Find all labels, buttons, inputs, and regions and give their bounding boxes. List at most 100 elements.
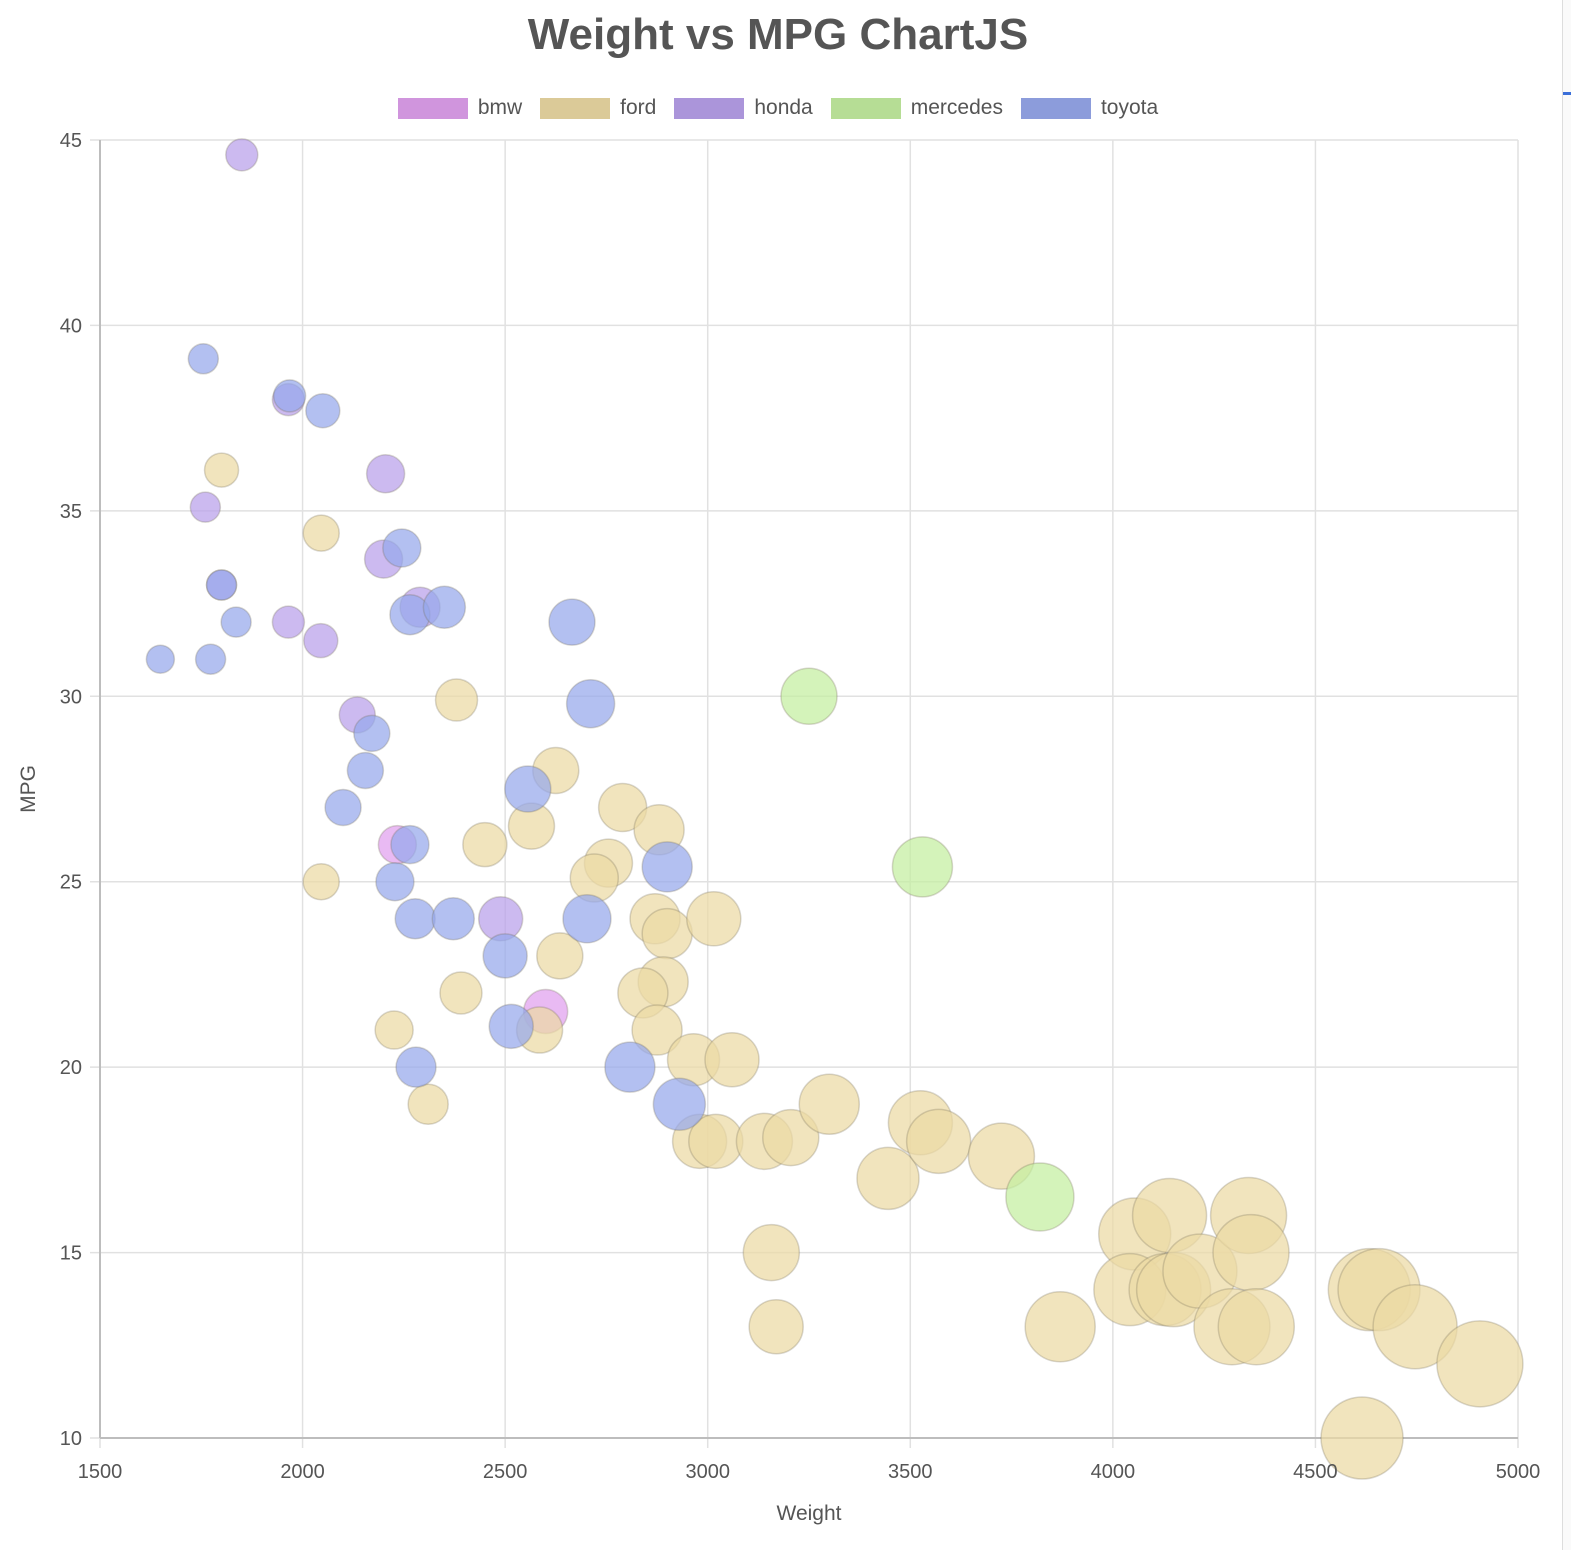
bubble-ford[interactable] [748,1298,804,1355]
bubble-ford[interactable] [536,932,584,980]
bubble-ford[interactable] [686,891,742,947]
side-panel-edge [1562,0,1571,1550]
legend-item-mercedes[interactable]: mercedes [830,96,1003,120]
bubble-toyota[interactable] [187,343,220,375]
bubble-toyota[interactable] [422,585,467,630]
bubble-honda[interactable] [271,605,306,639]
bubble-mercedes[interactable] [891,836,954,898]
bubble-honda[interactable] [225,138,259,172]
bubble-toyota[interactable] [482,933,528,979]
x-tick-label: 2000 [280,1461,325,1483]
bubble-ford[interactable] [641,907,693,960]
bubble-toyota[interactable] [488,1003,534,1050]
bubble-ford[interactable] [569,853,620,903]
y-tick-label: 10 [60,1428,82,1450]
bubble-toyota[interactable] [382,528,422,568]
bubble-ford[interactable] [434,678,479,722]
bubble-ford[interactable] [462,821,508,868]
y-tick-label: 20 [60,1057,82,1079]
tick-labels: 1500 2000 2500 3000 3500 4000 4500 5000 10 15 20 25… [60,130,1541,1483]
bubble-toyota[interactable] [205,569,238,601]
bubble-toyota[interactable] [641,841,693,893]
bubble-ford[interactable] [798,1073,861,1135]
legend-label: ford [620,96,657,119]
bubble-toyota[interactable] [305,392,341,429]
y-tick-label: 15 [60,1243,82,1265]
y-tick-label: 25 [60,872,82,894]
bubble-toyota[interactable] [652,1077,707,1131]
bubble-toyota[interactable] [220,606,252,638]
legend-label: mercedes [910,96,1003,119]
bubble-toyota[interactable] [395,1046,437,1088]
bubble-honda[interactable] [189,491,222,523]
legend-swatch [674,97,745,119]
bubble-ford[interactable] [1024,1290,1096,1363]
bubble-toyota[interactable] [504,765,552,813]
bubble-ford[interactable] [1217,1287,1296,1366]
bubble-toyota[interactable] [375,861,415,902]
bubble-toyota[interactable] [604,1041,656,1093]
bubble-toyota[interactable] [145,644,176,674]
bubble-mercedes[interactable] [1005,1162,1075,1232]
legend-label: bmw [477,96,523,119]
legend: bmw ford honda mercedes toyota [0,96,1556,120]
bubble-toyota[interactable] [548,598,596,646]
bubble-toyota[interactable] [562,894,612,944]
y-axis-label: MPG [17,765,40,813]
bubble-ford[interactable] [856,1146,920,1211]
x-tick-label: 5000 [1496,1461,1541,1483]
bubble-mercedes[interactable] [780,667,838,726]
bubble-ford[interactable] [742,1223,801,1282]
legend-label: toyota [1100,96,1159,119]
bubble-ford[interactable] [1436,1320,1524,1408]
bubble-ford[interactable] [1320,1396,1404,1480]
bubble-toyota[interactable] [431,897,476,941]
x-tick-label: 3000 [685,1461,730,1483]
legend-swatch [397,97,468,119]
bubble-toyota[interactable] [353,714,391,753]
y-tick-label: 30 [60,686,82,708]
bubble-ford[interactable] [203,452,240,488]
bubble-ford[interactable] [1212,1213,1290,1292]
x-tick-label: 4000 [1091,1461,1136,1483]
bubble-toyota[interactable] [346,751,385,790]
grid-lines [90,139,1519,1448]
legend-swatch [830,97,901,119]
bubble-ford[interactable] [302,862,340,901]
panel-marker [1563,92,1571,95]
bubble-toyota[interactable] [272,379,307,413]
bubble-honda[interactable] [365,454,406,494]
chart-title: Weight vs MPG ChartJS [527,10,1029,59]
bubble-ford[interactable] [407,1083,449,1125]
bubble-toyota[interactable] [390,824,430,865]
x-tick-label: 1500 [78,1461,123,1483]
bubble-ford[interactable] [374,1010,414,1050]
legend-item-honda[interactable]: honda [674,96,813,120]
bubble-toyota[interactable] [394,898,436,940]
bubble-ford[interactable] [597,782,648,833]
x-tick-label: 2500 [483,1461,528,1483]
legend-label: honda [754,96,813,119]
legend-swatch [540,97,611,119]
bubble-ford[interactable] [1372,1283,1458,1370]
bubble-toyota[interactable] [565,678,616,729]
bubble-ford[interactable] [905,1108,972,1175]
y-tick-label: 35 [60,501,82,523]
bubbles [145,138,1524,1480]
legend-item-ford[interactable]: ford [540,96,656,120]
bubble-honda[interactable] [303,622,339,659]
x-tick-label: 4500 [1293,1461,1338,1483]
bubble-toyota[interactable] [324,788,362,827]
bubble-toyota[interactable] [194,643,227,675]
x-axis-label: Weight [777,1502,842,1525]
bubble-ford[interactable] [631,1004,683,1056]
legend-item-toyota[interactable]: toyota [1020,96,1159,120]
x-tick-label: 3500 [888,1461,933,1483]
bubble-ford[interactable] [762,1108,820,1167]
bubble-ford[interactable] [704,1031,760,1088]
legend-item-bmw[interactable]: bmw [397,96,523,120]
bubble-ford[interactable] [302,514,340,552]
y-tick-label: 45 [60,130,82,152]
bubble-ford[interactable] [439,971,483,1015]
